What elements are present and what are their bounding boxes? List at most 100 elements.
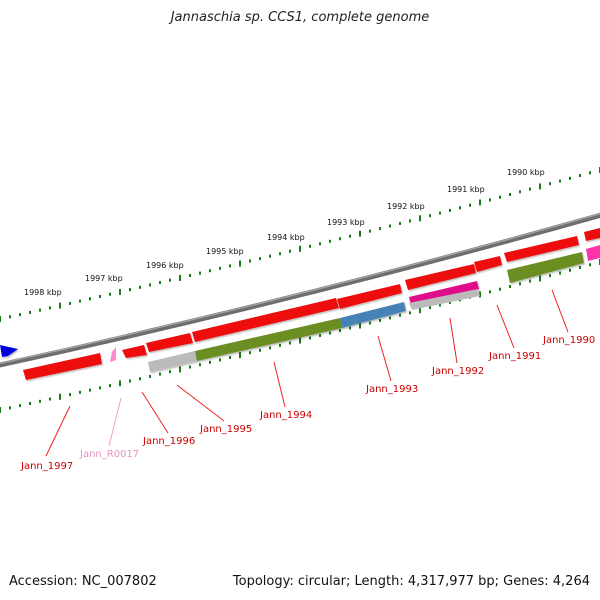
inner-tick: [249, 351, 251, 355]
inner-tick: [229, 356, 231, 359]
feature-jann-1994-strand[interactable]: [192, 298, 339, 342]
leader-jann-1991: [496, 304, 515, 349]
feature-jann-1993-strand[interactable]: [337, 284, 402, 309]
inner-tick: [0, 407, 1, 413]
feature-jann-1995-strand[interactable]: [146, 333, 193, 352]
outer-tick: [479, 199, 481, 206]
inner-tick: [409, 311, 411, 315]
kbp-label-1993: 1993 kbp: [327, 218, 365, 227]
feature-jann-1993[interactable]: [340, 302, 406, 328]
outer-tick: [489, 198, 491, 202]
gene-label-jann-1990[interactable]: Jann_1990: [542, 335, 595, 346]
inner-tick: [189, 365, 191, 369]
gene-label-jann-r0017[interactable]: Jann_R0017: [79, 449, 139, 460]
kbp-label-1991: 1991 kbp: [447, 185, 485, 194]
outer-tick: [389, 224, 391, 228]
outer-tick: [579, 174, 581, 177]
inner-tick: [309, 336, 311, 340]
outer-tick: [499, 195, 501, 199]
inner-tick: [369, 321, 371, 325]
inner-tick: [279, 343, 281, 347]
inner-tick: [169, 370, 171, 374]
feature-next-reverse[interactable]: [586, 245, 600, 261]
outer-tick: [179, 274, 181, 281]
kbp-label-1996: 1996 kbp: [146, 261, 184, 270]
feature-blue-partial[interactable]: [0, 345, 18, 357]
leader-jann-1994: [273, 361, 286, 408]
inner-tick: [19, 404, 21, 408]
outer-tick: [319, 242, 321, 246]
inner-tick: [89, 388, 91, 392]
outer-tick: [109, 292, 111, 296]
gene-label-jann-1994[interactable]: Jann_1994: [259, 410, 312, 421]
feature-jann-1997[interactable]: [23, 353, 102, 380]
outer-tick: [9, 315, 11, 319]
gene-label-jann-1993[interactable]: Jann_1993: [365, 384, 418, 395]
inner-tick: [589, 263, 591, 267]
feature-jann-1992[interactable]: [409, 281, 479, 305]
feature-jann-r0017[interactable]: [110, 347, 116, 362]
gene-label-jann-1995[interactable]: Jann_1995: [199, 424, 252, 435]
outer-tick: [69, 301, 71, 305]
inner-tick: [339, 329, 341, 333]
inner-tick: [509, 285, 511, 288]
gene-label-jann-1996[interactable]: Jann_1996: [142, 436, 195, 447]
feature-jann-1992-grey[interactable]: [409, 289, 480, 310]
outer-tick: [49, 306, 51, 310]
outer-tick: [439, 211, 441, 215]
feature-jann-1991-strand[interactable]: [474, 256, 502, 272]
outer-tick: [299, 245, 301, 252]
label-leaders: [45, 289, 569, 457]
outer-tick: [259, 257, 261, 261]
map-title: Jannaschia sp. CCS1, complete genome: [170, 10, 430, 25]
inner-tick: [159, 372, 161, 376]
leader-jann-r0017: [108, 397, 122, 447]
inner-tick: [379, 318, 381, 322]
inner-tick: [29, 402, 31, 405]
outer-tick: [369, 229, 371, 233]
outer-tick: [509, 193, 511, 196]
inner-tick: [79, 390, 81, 394]
inner-tick: [179, 366, 181, 373]
accession-text: Accession: NC_007802: [9, 574, 157, 589]
kbp-label-1994: 1994 kbp: [267, 233, 305, 242]
outer-tick: [379, 227, 381, 231]
inner-tick: [539, 275, 541, 282]
outer-tick: [449, 208, 451, 212]
feature-jann-1990-strand[interactable]: [504, 236, 579, 262]
inner-tick: [399, 313, 401, 317]
inner-tick: [129, 379, 131, 383]
feature-jann-1996-strand[interactable]: [122, 345, 147, 358]
inner-tick: [209, 360, 211, 364]
gene-label-jann-1992[interactable]: Jann_1992: [431, 366, 484, 377]
outer-tick: [469, 203, 471, 207]
feature-next-strand[interactable]: [584, 228, 600, 241]
kbp-labels: 1998 kbp 1997 kbp 1996 kbp 1995 kbp 1994…: [24, 168, 545, 297]
feature-jann-1995-grey[interactable]: [148, 351, 197, 372]
feature-jann-1992-strand[interactable]: [405, 264, 476, 290]
feature-jann-1990[interactable]: [507, 252, 584, 283]
outer-tick: [39, 308, 41, 312]
inner-tick: [569, 268, 571, 272]
inner-tick: [429, 306, 431, 310]
outer-tick: [569, 176, 571, 180]
inner-tick: [579, 266, 581, 269]
outer-tick: [589, 171, 591, 175]
outer-tick: [279, 252, 281, 256]
inner-tick: [349, 326, 351, 330]
inner-tick: [9, 406, 11, 410]
outer-tick: [349, 234, 351, 238]
outer-tick: [339, 237, 341, 241]
outer-tick: [419, 215, 421, 222]
reverse-strand: [23, 245, 600, 380]
feature-jann-1994[interactable]: [195, 318, 342, 361]
outer-tick-track: [0, 167, 600, 322]
outer-tick: [79, 299, 81, 303]
outer-tick: [429, 214, 431, 218]
inner-tick: [259, 348, 261, 352]
gene-label-jann-1997[interactable]: Jann_1997: [20, 461, 73, 472]
gene-label-jann-1991[interactable]: Jann_1991: [488, 351, 541, 362]
kbp-label-1997: 1997 kbp: [85, 274, 123, 283]
gene-labels: Jann_1997 Jann_R0017 Jann_1996 Jann_1995…: [20, 335, 595, 472]
